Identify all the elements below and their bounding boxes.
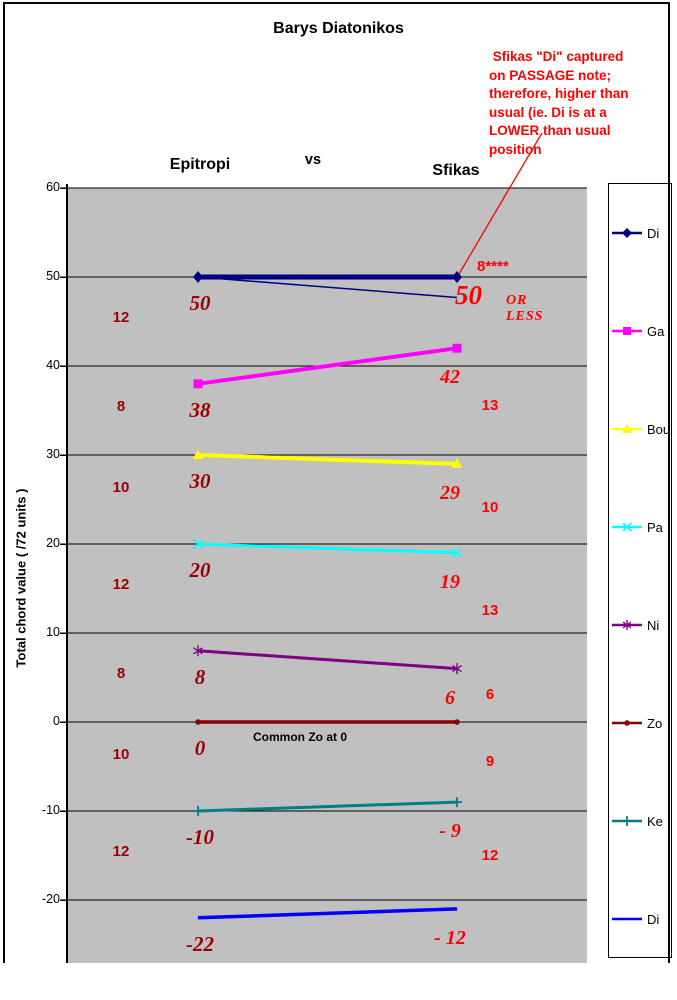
y-tick-label: 60 [46, 180, 60, 194]
interval-label: 13 [481, 397, 499, 415]
y-tick-label: -10 [41, 803, 60, 817]
legend-label: Zo [647, 715, 663, 731]
series-marker-Bou [192, 449, 204, 459]
value-label: 29 [440, 481, 460, 504]
chart-title: Barys Diatonikos [273, 20, 404, 37]
di-gap-note: 8**** [477, 258, 509, 275]
legend-item: Ni [612, 617, 660, 633]
legend-item: Ke [612, 813, 663, 829]
interval-label: 8 [116, 398, 126, 416]
legend-item: Bou [612, 421, 671, 437]
legend-label: Bou [647, 421, 671, 437]
column-label-epitropi: Epitropi [169, 156, 231, 173]
legend-label: Di [647, 911, 660, 927]
legend-label: Pa [647, 519, 663, 535]
legend-swatch [612, 917, 642, 921]
value-label: -22 [186, 931, 214, 956]
value-label: 30 [189, 469, 211, 493]
legend-marker [622, 621, 632, 629]
legend-item: Ga [612, 323, 665, 339]
common-zo-note: Common Zo at 0 [253, 730, 348, 744]
series-line-Bou [197, 453, 458, 466]
series-line-Ni [197, 649, 458, 671]
interval-label: 8 [116, 665, 126, 683]
legend-swatch [612, 522, 642, 532]
value-label: -10 [186, 825, 214, 849]
legend-label: Di [647, 225, 660, 241]
plot-area [67, 188, 587, 963]
series-marker-Pa [192, 538, 204, 550]
value-label: - 12 [434, 926, 466, 949]
legend-item: Di [612, 911, 660, 927]
value-label: 50 [189, 291, 211, 315]
interval-label: 6 [485, 686, 495, 704]
interval-label: 12 [481, 846, 499, 864]
column-label-sfikas: Sfikas [432, 162, 480, 179]
value-label: - 9 [439, 820, 461, 843]
y-tick-label: 30 [46, 447, 60, 461]
legend-swatch [612, 720, 642, 726]
legend-label: Ni [647, 617, 660, 633]
interval-label: 12 [112, 843, 130, 861]
series-line-Di [197, 907, 458, 920]
series-line-Di (or less) [197, 276, 458, 299]
legend-marker [623, 327, 631, 335]
series-line-Ga [197, 346, 458, 386]
legend-item: Di [612, 225, 660, 241]
series-line-Pa [197, 542, 458, 555]
legend-swatch [612, 424, 642, 433]
y-tick-label: 40 [46, 358, 60, 372]
legend-swatch [612, 327, 642, 335]
y-tick-label: 0 [53, 714, 60, 728]
legend-item: Pa [612, 519, 663, 535]
value-label: 6 [445, 686, 455, 709]
value-label: 19 [440, 570, 460, 593]
legend-marker [622, 424, 632, 433]
series-marker-Bou [451, 458, 463, 468]
interval-label: 13 [481, 601, 499, 619]
series-marker-Ni [452, 665, 462, 673]
interval-label: 12 [112, 576, 130, 594]
versus-label: vs [304, 152, 322, 168]
leader-line [458, 132, 543, 275]
series-marker-Ga [452, 343, 462, 353]
series-marker-Ni [193, 647, 203, 655]
series-marker-Pa [451, 547, 463, 558]
y-tick-label: -20 [41, 892, 60, 906]
legend-marker [622, 228, 632, 238]
series-line-Ke [197, 800, 458, 813]
value-label: 50 [455, 280, 482, 310]
legend-marker [624, 720, 630, 726]
y-tick-label: 20 [46, 536, 60, 550]
series-marker-Ga [193, 379, 203, 389]
legend: Di Ga Bou Pa Ni Zo Ke Di [608, 183, 672, 958]
value-label: 8 [194, 664, 206, 689]
interval-label: 10 [112, 745, 130, 763]
y-axis-title: Total chord value ( /72 units ) [13, 488, 29, 668]
series-marker-Zo [195, 719, 201, 725]
interval-label: 10 [481, 499, 499, 517]
value-label: 20 [189, 558, 211, 582]
interval-label: 12 [112, 309, 130, 327]
callout-annotation: Sfikas "Di" captured on PASSAGE note; th… [489, 49, 629, 157]
legend-swatch [612, 816, 642, 826]
legend-swatch [612, 620, 642, 630]
value-label: 42 [440, 366, 460, 389]
legend-swatch [612, 228, 642, 238]
y-tick-label: 10 [46, 625, 60, 639]
y-tick-label: 50 [46, 269, 60, 283]
legend-label: Ke [647, 813, 663, 829]
legend-marker [622, 522, 632, 532]
or-less-note: OR LESS [506, 293, 544, 324]
interval-label: 10 [112, 478, 130, 496]
value-label: 0 [194, 736, 206, 760]
interval-label: 9 [485, 753, 495, 771]
legend-item: Zo [612, 715, 663, 731]
value-label: 38 [189, 397, 211, 422]
series-marker-Zo [454, 719, 460, 725]
legend-label: Ga [647, 323, 665, 339]
